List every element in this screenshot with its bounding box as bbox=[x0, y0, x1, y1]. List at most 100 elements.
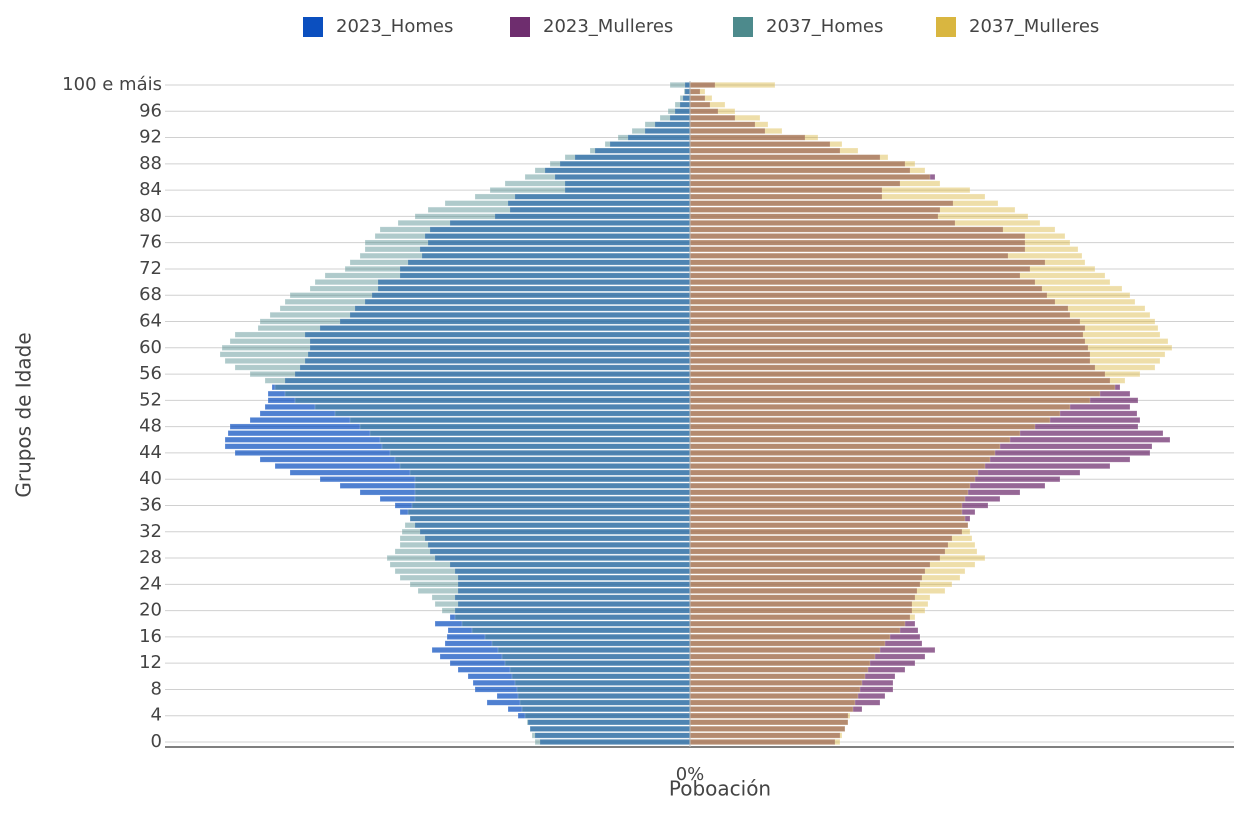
bar bbox=[689, 134, 819, 141]
bar bbox=[689, 259, 1086, 266]
bar bbox=[689, 476, 976, 483]
bar bbox=[224, 357, 691, 364]
bar bbox=[269, 311, 691, 318]
bar bbox=[689, 647, 881, 654]
bar bbox=[461, 620, 691, 627]
bars bbox=[219, 82, 1173, 745]
y-tick-label: 8 bbox=[151, 678, 162, 699]
bar bbox=[689, 463, 986, 470]
bar bbox=[689, 555, 986, 562]
bar bbox=[689, 127, 783, 134]
bar bbox=[434, 601, 691, 608]
bar bbox=[381, 443, 691, 450]
y-tick-label: 100 e máis bbox=[62, 74, 162, 95]
legend-swatch bbox=[936, 17, 956, 37]
bar bbox=[504, 180, 691, 187]
bar bbox=[689, 732, 843, 739]
bar bbox=[689, 581, 953, 588]
bar bbox=[399, 574, 691, 581]
y-tick-label: 12 bbox=[139, 652, 162, 673]
bar bbox=[534, 738, 691, 745]
bar bbox=[689, 686, 861, 693]
bar bbox=[689, 706, 854, 713]
bar bbox=[369, 430, 691, 437]
bar bbox=[219, 351, 691, 358]
bar bbox=[524, 712, 691, 719]
bar bbox=[379, 436, 691, 443]
bar bbox=[504, 660, 691, 667]
bar bbox=[669, 82, 691, 89]
legend-label: 2023_Mulleres bbox=[543, 16, 673, 37]
y-tick-label: 52 bbox=[139, 389, 162, 410]
bar bbox=[444, 200, 691, 207]
bar bbox=[549, 160, 691, 167]
bar bbox=[264, 377, 691, 384]
bar bbox=[689, 239, 1071, 246]
bar bbox=[374, 233, 691, 240]
bar bbox=[407, 509, 691, 516]
bar bbox=[414, 476, 691, 483]
bar bbox=[399, 463, 691, 470]
bar bbox=[604, 141, 691, 148]
bar bbox=[674, 101, 691, 108]
y-tick-label: 92 bbox=[139, 127, 162, 148]
bar bbox=[489, 187, 691, 194]
bar bbox=[509, 666, 691, 673]
bar bbox=[394, 568, 691, 575]
bar bbox=[689, 121, 769, 128]
bar bbox=[679, 95, 691, 102]
bar bbox=[229, 338, 691, 345]
bar bbox=[689, 568, 966, 575]
bar bbox=[441, 607, 691, 614]
bar bbox=[309, 285, 691, 292]
bar bbox=[689, 180, 941, 187]
y-tick-label: 76 bbox=[139, 232, 162, 253]
y-tick-label: 84 bbox=[139, 179, 162, 200]
y-tick-label: 64 bbox=[139, 311, 162, 332]
bar bbox=[689, 601, 929, 608]
bar bbox=[689, 246, 1079, 253]
y-tick-label: 0 bbox=[151, 731, 162, 752]
bar bbox=[689, 614, 916, 621]
bar bbox=[314, 403, 691, 410]
bar bbox=[334, 410, 691, 417]
legend-label: 2023_Homes bbox=[336, 16, 453, 37]
bar bbox=[689, 397, 1091, 404]
bar bbox=[401, 528, 691, 535]
bar bbox=[689, 384, 1116, 391]
legend-swatch bbox=[303, 17, 323, 37]
bar bbox=[359, 252, 691, 259]
legend-label: 2037_Homes bbox=[766, 16, 883, 37]
bar bbox=[689, 344, 1173, 351]
bar bbox=[414, 495, 691, 502]
bar bbox=[526, 719, 691, 726]
y-tick-label: 72 bbox=[139, 258, 162, 279]
bar bbox=[689, 285, 1123, 292]
legend-swatch bbox=[510, 17, 530, 37]
bar bbox=[689, 430, 1021, 437]
bar bbox=[689, 502, 963, 509]
bar bbox=[659, 114, 691, 121]
bar bbox=[314, 279, 691, 286]
bar bbox=[414, 213, 691, 220]
bar bbox=[689, 443, 1001, 450]
bar bbox=[689, 305, 1146, 312]
y-tick-label: 24 bbox=[139, 573, 162, 594]
bar bbox=[689, 331, 1161, 338]
bar bbox=[689, 272, 1106, 279]
bar bbox=[689, 206, 1016, 213]
bar bbox=[501, 653, 691, 660]
y-tick-label: 16 bbox=[139, 626, 162, 647]
bar bbox=[689, 633, 891, 640]
bar bbox=[511, 673, 691, 680]
bar bbox=[689, 410, 1061, 417]
bar bbox=[689, 108, 736, 115]
bar bbox=[491, 640, 691, 647]
bar bbox=[389, 561, 691, 568]
axes: 0481216202428323640444852566064687276808… bbox=[62, 74, 1234, 785]
bar bbox=[364, 246, 691, 253]
bar bbox=[689, 738, 841, 745]
bar bbox=[689, 456, 991, 463]
bar bbox=[689, 160, 916, 167]
bar bbox=[689, 548, 978, 555]
